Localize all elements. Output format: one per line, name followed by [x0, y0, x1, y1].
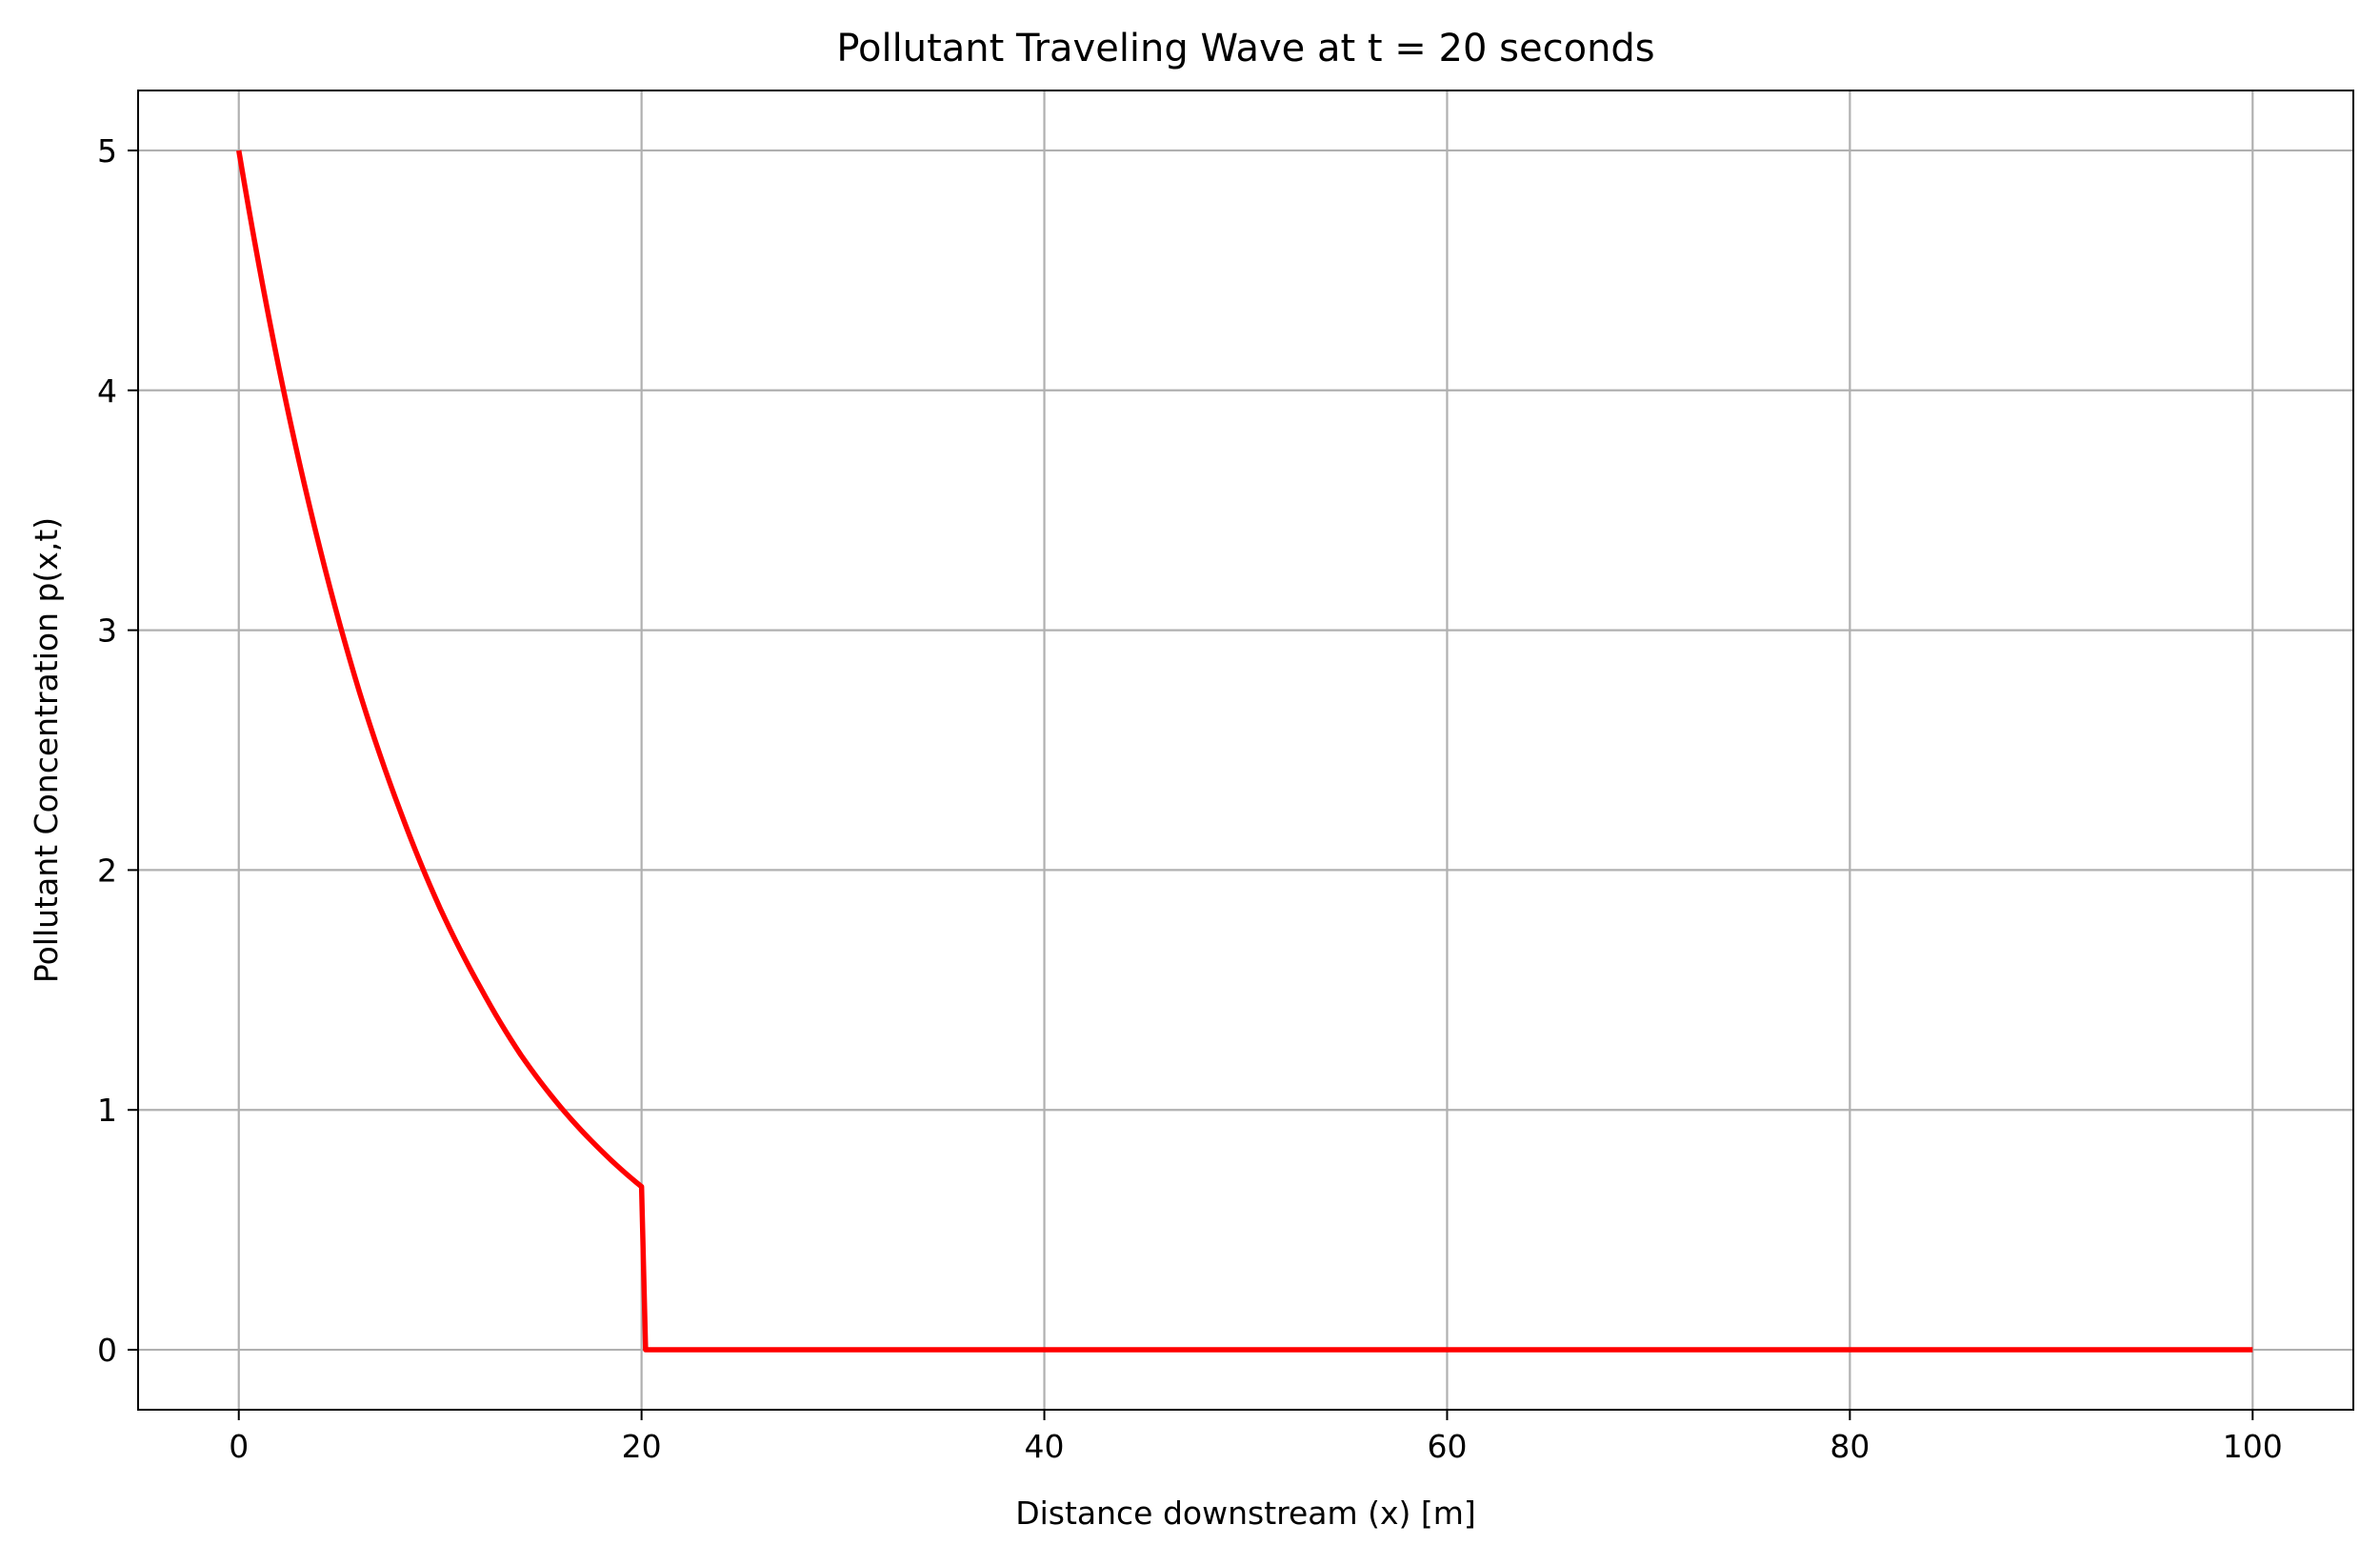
x-tick-label: 100 — [2223, 1428, 2283, 1465]
x-tick-label: 0 — [229, 1428, 249, 1465]
y-tick-label: 3 — [97, 612, 117, 650]
y-tick-label: 4 — [97, 372, 117, 410]
y-tick-label: 5 — [97, 132, 117, 170]
series-line — [236, 150, 2253, 1353]
y-tick-label: 1 — [97, 1092, 117, 1129]
y-tick-label: 2 — [97, 852, 117, 889]
series-layer — [236, 150, 2253, 1353]
grid-lines — [138, 90, 2353, 1410]
y-axis-label: Pollutant Concentration p(x,t) — [28, 517, 65, 983]
x-axis-label: Distance downstream (x) [m] — [1015, 1495, 1476, 1532]
axis-ticks: 0 20 40 60 80 100 0 1 2 3 4 5 — [97, 132, 2283, 1465]
x-tick-label: 20 — [622, 1428, 662, 1465]
x-tick-label: 40 — [1025, 1428, 1065, 1465]
x-tick-label: 80 — [1830, 1428, 1870, 1465]
x-tick-label: 60 — [1427, 1428, 1467, 1465]
plot-frame — [137, 90, 2354, 1411]
chart-title: Pollutant Traveling Wave at t = 20 secon… — [836, 27, 1654, 70]
y-tick-label: 0 — [97, 1332, 117, 1369]
